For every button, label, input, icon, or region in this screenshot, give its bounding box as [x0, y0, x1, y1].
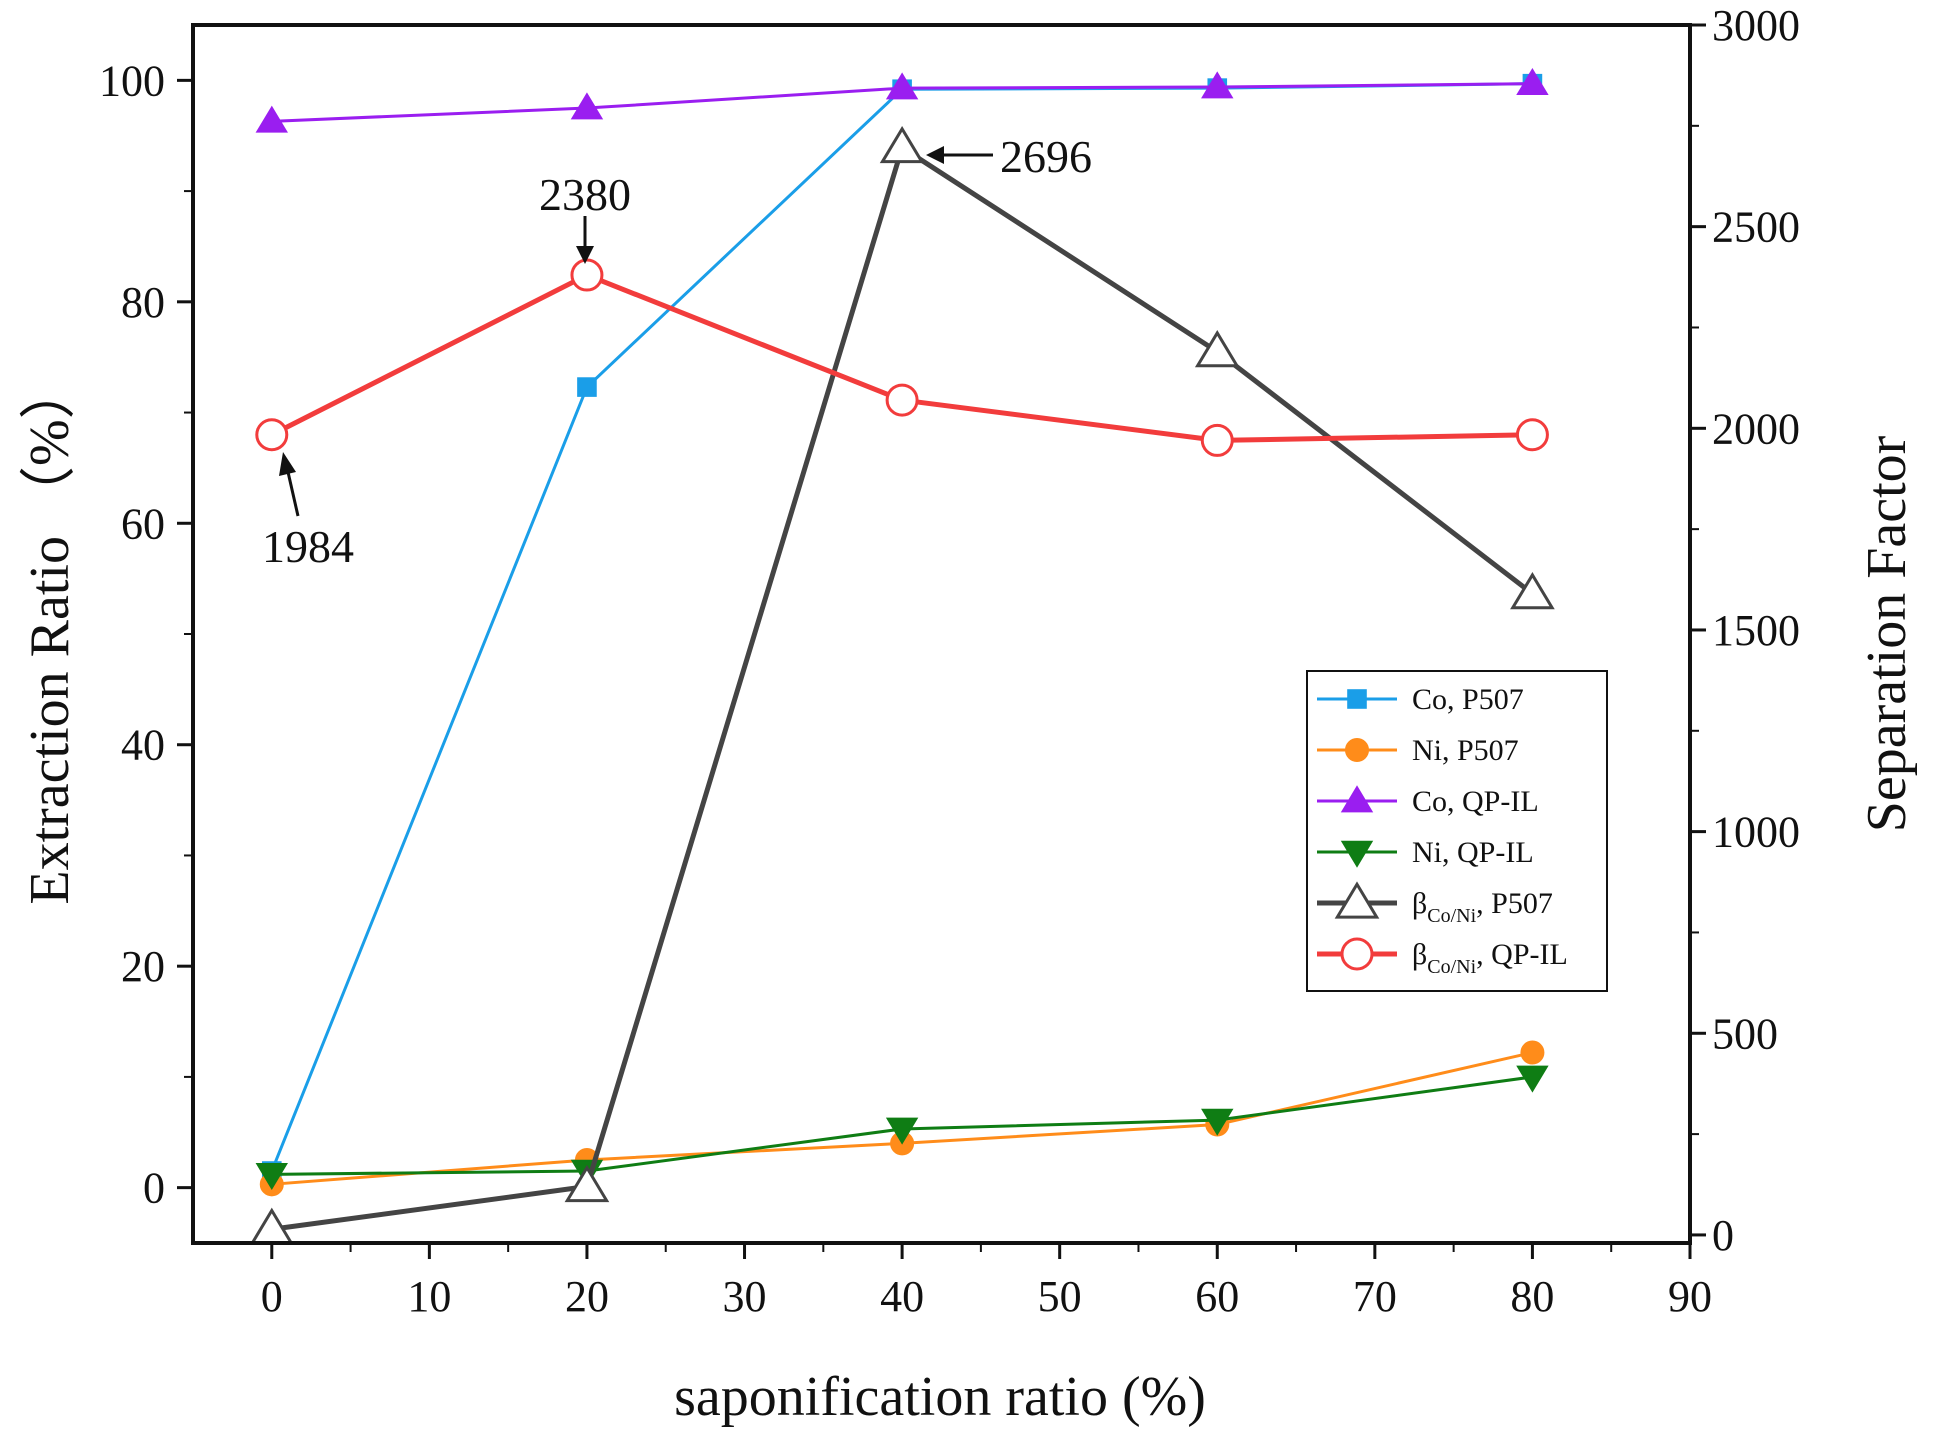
- series-1-point: [1520, 1040, 1545, 1065]
- series-2-point: [570, 92, 604, 120]
- legend-marker-3: [1340, 840, 1374, 868]
- annotation-2380: 2380: [539, 169, 631, 220]
- y2-tick-label: 2500: [1712, 203, 1800, 252]
- series-4-point: [1510, 572, 1555, 610]
- legend-label-5: βCo/Ni, QP-IL: [1412, 938, 1568, 978]
- legend: Co, P507 Ni, P507 Co, QP-IL Ni, QP-IL βCo/Ni…: [1306, 670, 1608, 992]
- series-2-point: [255, 105, 288, 133]
- y2-tick-label: 3000: [1712, 1, 1800, 50]
- x-tick-label: 30: [723, 1272, 767, 1321]
- legend-label-3: Ni, QP-IL: [1412, 836, 1534, 869]
- series-0-point: [577, 377, 597, 397]
- y2-tick-label: 1500: [1712, 606, 1800, 655]
- series-5-point: [1515, 418, 1549, 452]
- series-2-point: [1516, 67, 1549, 95]
- y2-axis-title: Separation Factor: [1856, 435, 1918, 832]
- series-4-point: [879, 125, 925, 164]
- annotation-1984: 1984: [262, 521, 354, 572]
- x-tick-label: 10: [407, 1272, 451, 1321]
- legend-marker-5: [1340, 937, 1374, 971]
- x-tick-label: 40: [880, 1272, 924, 1321]
- legend-marker-2: [1340, 785, 1374, 813]
- y-tick-label: 40: [121, 721, 165, 770]
- series-3-point: [885, 1117, 919, 1145]
- x-tick-label: 20: [565, 1272, 609, 1321]
- y2-tick-label: 500: [1712, 1009, 1778, 1058]
- series-2-point: [1201, 71, 1234, 99]
- series-5-point: [885, 383, 919, 417]
- y2-tick-label: 1000: [1712, 808, 1800, 857]
- plot-marks: [249, 67, 1555, 1245]
- legend-label-4: βCo/Ni, P507: [1412, 887, 1553, 927]
- y2-tick-label: 0: [1712, 1211, 1734, 1260]
- series-2-point: [885, 72, 919, 100]
- x-tick-label: 70: [1353, 1272, 1397, 1321]
- legend-marker-1: [1345, 738, 1369, 762]
- y-tick-label: 100: [99, 56, 165, 105]
- x-tick-label: 50: [1038, 1272, 1082, 1321]
- x-axis-title: saponification ratio (%): [674, 1366, 1206, 1428]
- x-tick-label: 90: [1668, 1272, 1712, 1321]
- series-4-point: [1194, 330, 1240, 368]
- y-tick-label: 60: [121, 499, 165, 548]
- x-tick-label: 60: [1195, 1272, 1239, 1321]
- annotation-arrowhead-2380: [576, 246, 594, 264]
- series-3-point: [1516, 1065, 1549, 1093]
- y-tick-label: 20: [121, 942, 165, 991]
- series-5-point: [255, 418, 289, 452]
- x-tick-label: 80: [1510, 1272, 1554, 1321]
- y-tick-label: 0: [143, 1164, 165, 1213]
- y2-tick-label: 2000: [1712, 404, 1800, 453]
- y-axis-title: Extraction Ratio （%）: [19, 363, 81, 904]
- x-tick-label: 0: [261, 1272, 283, 1321]
- legend-label-0: Co, P507: [1412, 683, 1524, 716]
- legend-marker-0: [1347, 689, 1367, 709]
- legend-marker-4: [1334, 881, 1380, 919]
- legend-label-2: Co, QP-IL: [1412, 785, 1539, 818]
- legend-label-1: Ni, P507: [1412, 734, 1519, 767]
- series-5-point: [1200, 423, 1234, 457]
- annotations: 2380 1984 2696: [262, 131, 1092, 572]
- series-3-point: [1201, 1108, 1234, 1136]
- axes: 0 10 20 30 40 50 60 70 80 90020406080100050010001…: [99, 1, 1800, 1321]
- y-tick-label: 80: [121, 278, 165, 327]
- series-3-point: [255, 1163, 288, 1191]
- annotation-arrowhead-2696: [926, 146, 944, 164]
- annotation-arrowhead-1984: [279, 452, 296, 476]
- annotation-arrow-1984: [286, 471, 300, 517]
- series-5-point: [570, 258, 604, 292]
- series-4-point: [564, 1164, 610, 1203]
- annotation-2696: 2696: [1000, 131, 1092, 182]
